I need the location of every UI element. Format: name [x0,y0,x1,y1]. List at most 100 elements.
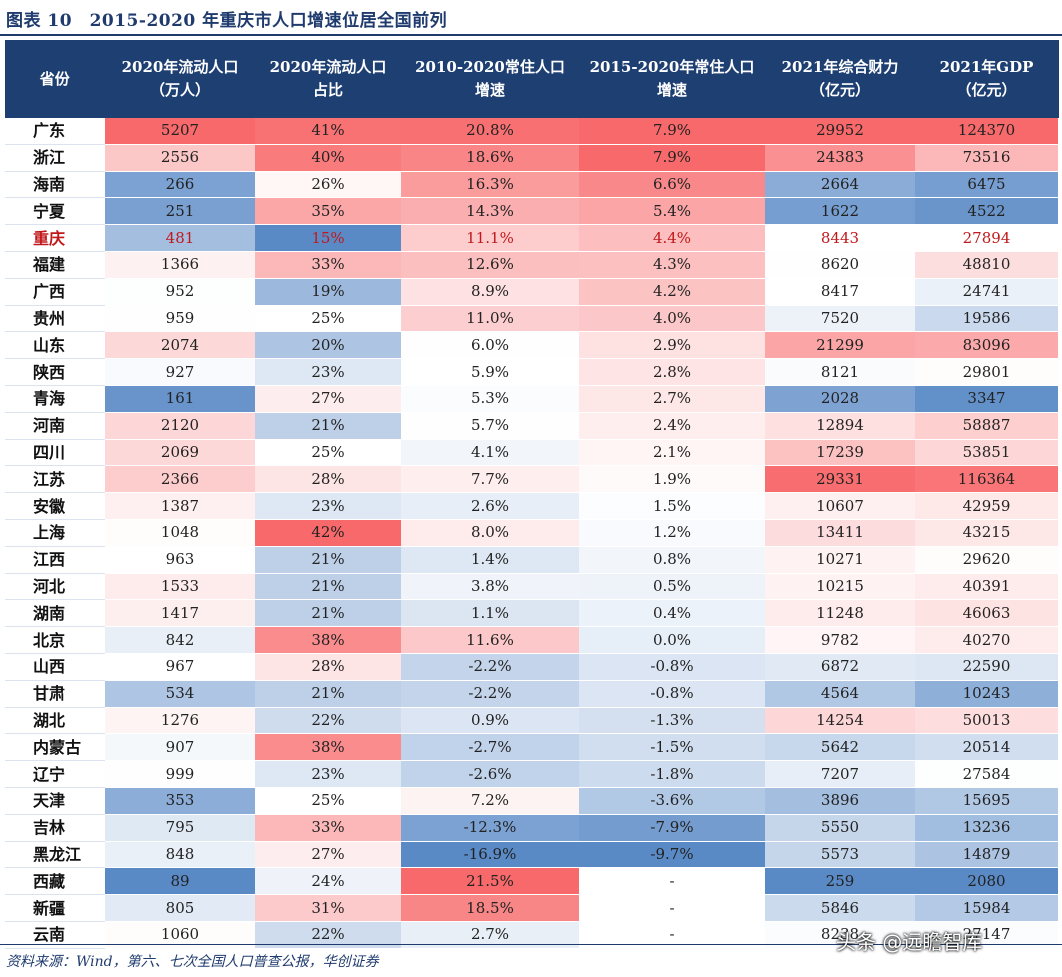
value-cell: 10243 [915,680,1058,708]
column-header: 2015-2020年常住人口 增速 [579,40,766,118]
value-cell: 1.4% [401,546,579,574]
value-cell: 1.5% [579,492,765,520]
value-cell: 8417 [765,278,915,306]
value-cell: 8443 [765,224,915,252]
table-row: 山东 2074 20% 6.0% 2.9% 21299 83096 [5,331,1058,360]
value-cell: 2664 [765,171,915,199]
table-row: 四川 2069 25% 4.1% 2.1% 17239 53851 [5,439,1058,467]
header-row: 省份 2020年流动人口 （万人） 2020年流动人口 占比 2010-2020常住人口增… [5,40,1059,118]
value-cell: 5207 [105,118,255,145]
value-cell: 24% [255,867,401,896]
data-table: 省份 2020年流动人口 （万人） 2020年流动人口 占比 2010-2020常住人口增… [5,40,1059,949]
value-cell: 31% [255,894,401,922]
value-cell: 15695 [915,787,1058,815]
title-divider [0,34,1062,36]
value-cell: 5.4% [579,197,765,226]
value-cell: 28% [255,465,401,494]
table-row: 湖北 1276 22% 0.9% -1.3% 14254 50013 [5,707,1058,735]
value-cell: 21% [255,573,401,601]
value-cell: 3.8% [401,573,579,601]
value-cell: 5.3% [401,385,579,413]
value-cell: 73516 [915,144,1058,172]
value-cell: 11.1% [401,224,579,252]
value-cell: 1417 [105,599,255,628]
value-cell: 2080 [915,867,1058,896]
value-cell: 23% [255,760,401,788]
value-cell: 848 [105,841,255,869]
value-cell: 83096 [915,331,1058,360]
province-cell: 吉林 [5,814,105,842]
province-cell: 湖南 [5,599,105,628]
value-cell: 21.5% [401,867,579,896]
value-cell: -3.6% [579,787,765,815]
value-cell: 53851 [915,439,1058,467]
table-row: 内蒙古 907 38% -2.7% -1.5% 5642 20514 [5,733,1058,762]
value-cell: 4.3% [579,251,765,279]
table-row: 北京 842 38% 11.6% 0.0% 9782 40270 [5,626,1058,654]
table-row: 浙江 2556 40% 18.6% 7.9% 24383 73516 [5,144,1058,172]
province-cell: 西藏 [5,867,105,896]
province-cell: 陕西 [5,358,105,386]
value-cell: 2074 [105,331,255,360]
value-cell: 0.4% [579,599,765,628]
value-cell: 0.5% [579,573,765,601]
value-cell: 27584 [915,760,1058,788]
source-note: 资料来源：Wind，第六、七次全国人口普查公报，华创证券 [6,954,379,970]
value-cell: 2.8% [579,358,765,386]
province-cell: 宁夏 [5,197,105,226]
value-cell: 5573 [765,841,915,869]
value-cell: 21% [255,599,401,628]
province-cell: 海南 [5,171,105,199]
value-cell: 1276 [105,707,255,735]
value-cell: 2556 [105,144,255,172]
value-cell: 2069 [105,439,255,467]
value-cell: 27894 [915,224,1058,252]
value-cell: 12.6% [401,251,579,279]
table-row: 青海 161 27% 5.3% 2.7% 2028 3347 [5,385,1058,413]
province-cell: 重庆 [5,224,105,252]
value-cell: 4564 [765,680,915,708]
value-cell: 10271 [765,546,915,574]
column-header: 2010-2020常住人口 增速 [401,40,580,118]
value-cell: 2.1% [579,439,765,467]
value-cell: 4.1% [401,439,579,467]
value-cell: 14254 [765,707,915,735]
table-row: 天津 353 25% 7.2% -3.6% 3896 15695 [5,787,1058,815]
table-row: 江西 963 21% 1.4% 0.8% 10271 29620 [5,546,1058,574]
value-cell: - [579,894,765,922]
table-body: 广东 5207 41% 20.8% 7.9% 29952 124370 浙江 2556 40% 18… [5,118,1058,949]
value-cell: 11248 [765,599,915,628]
column-header: 省份 [5,40,106,118]
value-cell: 4.4% [579,224,765,252]
table-row: 广东 5207 41% 20.8% 7.9% 29952 124370 [5,118,1058,145]
value-cell: 251 [105,197,255,226]
value-cell: 8.9% [401,278,579,306]
value-cell: 1622 [765,197,915,226]
value-cell: 38% [255,626,401,654]
value-cell: 1.2% [579,519,765,547]
value-cell: 8620 [765,251,915,279]
value-cell: -2.7% [401,733,579,762]
province-cell: 辽宁 [5,760,105,788]
value-cell: 18.6% [401,144,579,172]
value-cell: 6475 [915,171,1058,199]
value-cell: 927 [105,358,255,386]
table-row: 河北 1533 21% 3.8% 0.5% 10215 40391 [5,573,1058,601]
value-cell: 22590 [915,653,1058,681]
value-cell: 29801 [915,358,1058,386]
column-header: 2020年流动人口 （万人） [105,40,256,118]
province-cell: 黑龙江 [5,841,105,869]
table-row: 山西 967 28% -2.2% -0.8% 6872 22590 [5,653,1058,681]
province-cell: 河北 [5,573,105,601]
value-cell: 4.0% [579,305,765,333]
value-cell: 2.6% [401,492,579,520]
value-cell: 13411 [765,519,915,547]
value-cell: 25% [255,439,401,467]
table-row: 海南 266 26% 16.3% 6.6% 2664 6475 [5,171,1058,199]
province-cell: 浙江 [5,144,105,172]
value-cell: 21299 [765,331,915,360]
value-cell: 1.9% [579,465,765,494]
value-cell: 43215 [915,519,1058,547]
value-cell: 124370 [915,118,1058,145]
value-cell: 1.1% [401,599,579,628]
